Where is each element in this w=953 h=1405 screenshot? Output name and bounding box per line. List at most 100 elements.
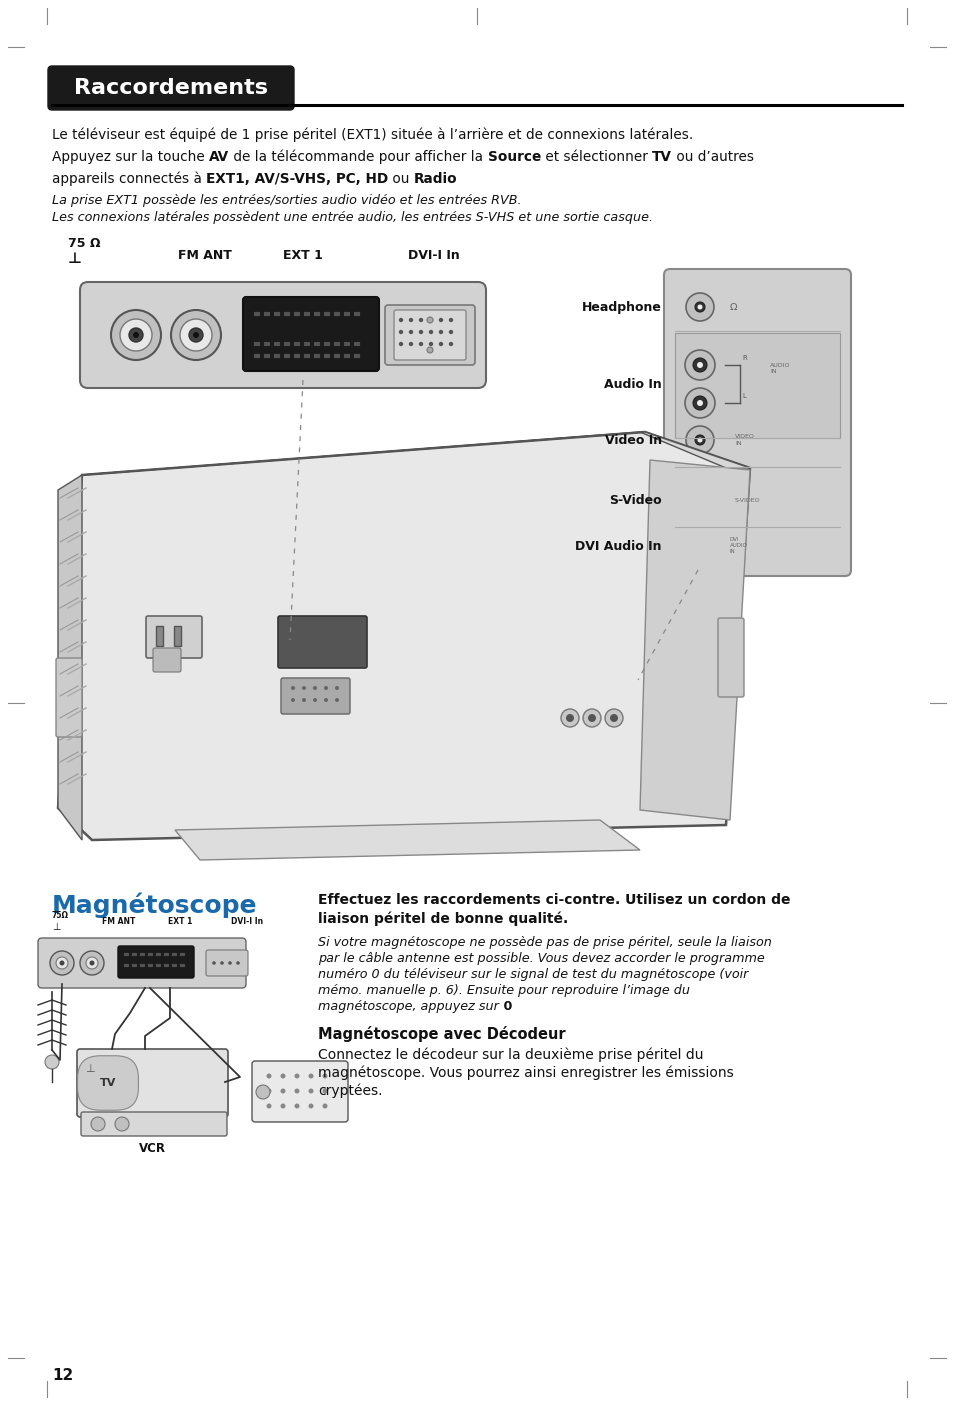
Bar <box>253 341 260 346</box>
Bar <box>354 312 359 316</box>
Circle shape <box>266 1073 272 1079</box>
FancyBboxPatch shape <box>56 658 82 738</box>
Circle shape <box>565 714 574 722</box>
Text: magnétoscope. Vous pourrez ainsi enregistrer les émissions: magnétoscope. Vous pourrez ainsi enregis… <box>317 1066 733 1080</box>
Bar <box>132 953 137 955</box>
Circle shape <box>294 1089 299 1093</box>
Circle shape <box>129 327 143 341</box>
Circle shape <box>697 545 701 549</box>
Circle shape <box>409 318 413 322</box>
Text: mémo. manuelle p. 6). Ensuite pour reproduire l’image du: mémo. manuelle p. 6). Ensuite pour repro… <box>317 983 689 998</box>
FancyBboxPatch shape <box>243 296 378 371</box>
Circle shape <box>695 436 704 445</box>
FancyBboxPatch shape <box>394 311 465 360</box>
Text: ⊥: ⊥ <box>85 1064 94 1073</box>
Circle shape <box>335 698 338 702</box>
Circle shape <box>428 341 433 346</box>
Circle shape <box>427 318 433 323</box>
Text: liaison péritel de bonne qualité.: liaison péritel de bonne qualité. <box>317 912 568 926</box>
Text: magnétoscope, appuyez sur: magnétoscope, appuyez sur <box>317 1000 498 1013</box>
Circle shape <box>427 347 433 353</box>
Circle shape <box>324 698 328 702</box>
Text: L: L <box>741 393 745 399</box>
Text: Les connexions latérales possèdent une entrée audio, les entrées S-VHS et une so: Les connexions latérales possèdent une e… <box>52 211 652 223</box>
Bar <box>274 341 280 346</box>
Circle shape <box>255 1085 270 1099</box>
Circle shape <box>86 957 98 969</box>
Text: Le téléviseur est équipé de 1 prise péritel (EXT1) située à l’arrière et de conn: Le téléviseur est équipé de 1 prise péri… <box>52 128 693 142</box>
Bar <box>156 953 161 955</box>
Circle shape <box>700 492 706 496</box>
Bar <box>334 312 339 316</box>
Bar <box>334 341 339 346</box>
Bar <box>304 341 310 346</box>
Text: Ω: Ω <box>729 302 737 312</box>
Bar <box>164 964 169 967</box>
Bar <box>354 341 359 346</box>
Bar <box>274 312 280 316</box>
FancyBboxPatch shape <box>663 268 850 576</box>
Circle shape <box>697 400 702 406</box>
FancyBboxPatch shape <box>80 282 485 388</box>
Circle shape <box>604 710 622 726</box>
Circle shape <box>212 961 215 965</box>
Bar <box>173 627 181 646</box>
Circle shape <box>322 1089 327 1093</box>
Bar <box>344 354 350 358</box>
Text: Appuyez sur la touche: Appuyez sur la touche <box>52 150 209 164</box>
Circle shape <box>308 1103 314 1109</box>
Circle shape <box>684 388 714 419</box>
FancyBboxPatch shape <box>152 648 181 672</box>
Text: par le câble antenne est possible. Vous devez accorder le programme: par le câble antenne est possible. Vous … <box>317 953 764 965</box>
Circle shape <box>685 532 713 561</box>
Text: La prise EXT1 possède les entrées/sorties audio vidéo et les entrées RVB.: La prise EXT1 possède les entrées/sortie… <box>52 194 521 207</box>
Text: cryptées.: cryptées. <box>317 1085 382 1099</box>
Text: DVI Audio In: DVI Audio In <box>575 541 661 554</box>
Circle shape <box>448 330 453 334</box>
Circle shape <box>335 686 338 690</box>
Circle shape <box>697 362 702 368</box>
Circle shape <box>266 1103 272 1109</box>
Bar <box>284 341 290 346</box>
Circle shape <box>695 302 704 312</box>
Bar <box>253 354 260 358</box>
Bar <box>324 341 330 346</box>
Text: ou: ou <box>388 171 414 185</box>
Bar <box>140 964 145 967</box>
FancyBboxPatch shape <box>252 1061 348 1123</box>
Text: DVI-I In: DVI-I In <box>408 249 459 261</box>
Text: Connectez le décodeur sur la deuxième prise péritel du: Connectez le décodeur sur la deuxième pr… <box>317 1048 702 1062</box>
Circle shape <box>560 710 578 726</box>
Circle shape <box>693 492 698 496</box>
Circle shape <box>45 1055 59 1069</box>
Polygon shape <box>174 821 639 860</box>
Circle shape <box>280 1089 285 1093</box>
Text: ⊥: ⊥ <box>52 922 60 932</box>
Circle shape <box>313 698 316 702</box>
Bar <box>274 354 280 358</box>
Bar <box>264 312 270 316</box>
Circle shape <box>266 1089 272 1093</box>
Bar <box>124 964 129 967</box>
Bar <box>164 953 169 955</box>
Bar <box>180 953 185 955</box>
Text: TV: TV <box>100 1078 116 1087</box>
Circle shape <box>697 437 701 443</box>
Text: AV: AV <box>209 150 229 164</box>
Text: FM ANT: FM ANT <box>102 917 135 926</box>
Text: Video In: Video In <box>604 434 661 447</box>
Circle shape <box>398 330 403 334</box>
Text: Si votre magnétoscope ne possède pas de prise péritel, seule la liaison: Si votre magnétoscope ne possède pas de … <box>317 936 771 948</box>
Text: Raccordements: Raccordements <box>74 79 268 98</box>
Circle shape <box>448 318 453 322</box>
Circle shape <box>50 951 74 975</box>
Text: Magnétoscope avec Décodeur: Magnétoscope avec Décodeur <box>317 1026 565 1043</box>
Circle shape <box>438 330 443 334</box>
Circle shape <box>80 951 104 975</box>
Text: 12: 12 <box>52 1368 73 1383</box>
Circle shape <box>587 714 596 722</box>
Circle shape <box>418 330 423 334</box>
Bar <box>304 354 310 358</box>
Circle shape <box>409 341 413 346</box>
Circle shape <box>228 961 232 965</box>
